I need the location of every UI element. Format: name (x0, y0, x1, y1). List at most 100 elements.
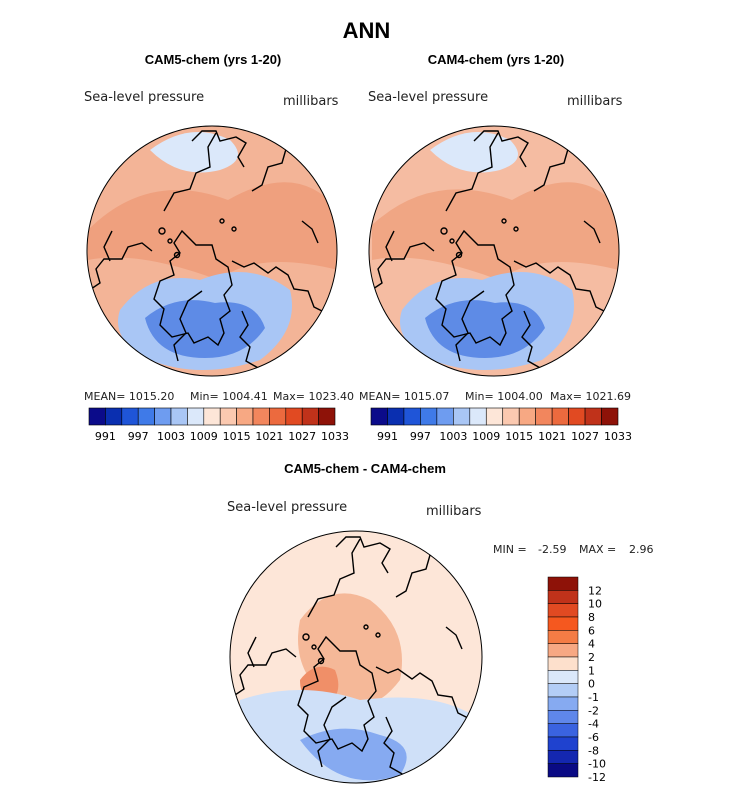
panel2-colorbar-swatch (436, 407, 454, 426)
panel3-units-label: millibars (426, 504, 482, 519)
panel1-colorbar-tick-label: 1033 (321, 430, 349, 443)
panel3-colorbar-swatch (547, 723, 579, 738)
panel3-min-value: -2.59 (538, 543, 567, 556)
panel3-colorbar-tick-label: -1 (588, 691, 599, 704)
panel1-mean: MEAN= 1015.20 (84, 390, 175, 403)
panel3-colorbar-swatch (547, 750, 579, 764)
panel2-units-label: millibars (567, 94, 623, 109)
panel2-colorbar-tick-label: 1021 (538, 430, 566, 443)
panel3-colorbar-swatch (547, 643, 579, 658)
panel2-colorbar-swatch (370, 407, 388, 426)
panel1-colorbar-tick-label: 1009 (190, 430, 218, 443)
panel3-colorbar-swatch (547, 763, 579, 778)
panel2-map-border (368, 125, 620, 377)
panel3-colorbar-tick-label: -8 (588, 744, 599, 757)
panel2-low-pressure-inner (425, 300, 545, 358)
panel3-colorbar-swatch (547, 603, 579, 618)
panel1-colorbar-swatch (154, 407, 172, 426)
panel1-arctic-region (150, 132, 238, 173)
panel3-colorbar-swatch (547, 696, 579, 711)
panel1-colorbar-swatch (121, 407, 139, 426)
panel3-colorbar-swatch (547, 616, 579, 631)
panel2-max: Max= 1021.69 (550, 390, 631, 403)
panel1-colorbar-swatch (269, 407, 287, 426)
panel1-colorbar-swatch (318, 407, 336, 426)
panel3-map-border (229, 530, 483, 784)
panel1-colorbar-tick-label: 1021 (255, 430, 283, 443)
panel2-colorbar-swatch (551, 407, 569, 426)
panel3-colorbar-swatch (547, 590, 579, 604)
panel2-colorbar-tick-label: 1015 (505, 430, 533, 443)
panel1-min: Min= 1004.41 (190, 390, 268, 403)
panel2-colorbar-tick-label: 997 (410, 430, 431, 443)
panel3-colorbar-swatch (547, 710, 579, 724)
panel3-colorbar-swatch (547, 670, 579, 684)
panel3-colorbar-tick-label: -12 (588, 771, 606, 784)
panel2-title: CAM4-chem (yrs 1-20) (427, 52, 565, 67)
panel2-colorbar-swatch (518, 407, 536, 426)
panel1-colorbar-tick-label: 991 (95, 430, 116, 443)
panel1-colorbar-swatch (137, 407, 155, 426)
panel1-units-label: millibars (283, 94, 339, 109)
panel1-max: Max= 1023.40 (273, 390, 354, 403)
panel3-colorbar-tick-label: -2 (588, 704, 599, 717)
panel2-colorbar-tick-label: 991 (377, 430, 398, 443)
panel2-map (368, 125, 620, 377)
figure-title: ANN (342, 18, 391, 43)
panel1-colorbar-swatch (170, 407, 188, 426)
panel2-colorbar-swatch (485, 407, 504, 426)
panel1-map-border (86, 125, 338, 377)
panel2-colorbar-tick-label: 1009 (472, 430, 500, 443)
panel3-colorbar-swatch (547, 736, 579, 751)
panel3-max-label: MAX = (579, 543, 617, 556)
panel3-colorbar-swatch (547, 576, 579, 591)
panel3-colorbar-tick-label: 2 (588, 651, 595, 664)
panel2-mean: MEAN= 1015.07 (359, 390, 450, 403)
panel2-variable-label: Sea-level pressure (368, 90, 489, 105)
panel2-colorbar-tick-label: 1003 (439, 430, 467, 443)
panel2-high-pressure-region (372, 182, 619, 280)
panel2-colorbar-tick-label: 1027 (571, 430, 599, 443)
panel1-colorbar-tick-label: 1003 (157, 430, 185, 443)
panel2-colorbar-swatch (601, 407, 619, 426)
panel2-colorbar-swatch (584, 407, 602, 426)
panel3-colorbar-tick-label: 8 (588, 611, 595, 624)
panel1-colorbar-swatch (187, 407, 205, 426)
panel3-map (229, 530, 483, 784)
panel1-colorbar-swatch (219, 407, 237, 426)
panel3-colorbar-tick-label: -6 (588, 731, 599, 744)
panel3-title: CAM5-chem - CAM4-chem (284, 461, 446, 476)
panel2-min: Min= 1004.00 (465, 390, 543, 403)
panel2-colorbar-swatch (469, 407, 487, 426)
panel1-high-pressure-region (88, 182, 337, 280)
panel1-colorbar-tick-label: 1027 (288, 430, 316, 443)
panel3-min-label: MIN = (493, 543, 527, 556)
panel1-colorbar-swatch (105, 407, 123, 426)
panel2-colorbar-swatch (403, 407, 421, 426)
panel2-colorbar-tick-label: 1033 (604, 430, 632, 443)
panel2-colorbar-swatch (420, 407, 438, 426)
panel3-colorbar-tick-label: 4 (588, 638, 595, 651)
panel1-title: CAM5-chem (yrs 1-20) (144, 52, 282, 67)
panel2-colorbar: 991 997 1003 1009 1015 1021 1027 1033 (370, 407, 632, 443)
panel3-max-value: 2.96 (629, 543, 654, 556)
panel2-colorbar-swatch (453, 407, 471, 426)
panel1-colorbar-tick-label: 997 (128, 430, 149, 443)
panel2-colorbar-swatch (535, 407, 553, 426)
panel1-colorbar-swatch (236, 407, 254, 426)
panel3-colorbar-tick-label: 12 (588, 584, 602, 597)
panel1-map (86, 125, 338, 377)
panel1-colorbar-swatch (203, 407, 221, 426)
panel1-colorbar: 991 997 1003 1009 1015 1021 1027 1033 (88, 407, 349, 443)
panel3-colorbar-tick-label: 10 (588, 598, 602, 611)
panel1-colorbar-swatch (88, 407, 106, 426)
panel3-colorbar-swatch (547, 683, 579, 698)
panel3-variable-label: Sea-level pressure (227, 500, 348, 515)
panel1-colorbar-swatch (285, 407, 303, 426)
panel1-variable-label: Sea-level pressure (84, 90, 205, 105)
panel2-colorbar-swatch (502, 407, 520, 426)
panel3-colorbar-swatch (547, 656, 579, 671)
panel3-colorbar-tick-label: -10 (588, 758, 606, 771)
